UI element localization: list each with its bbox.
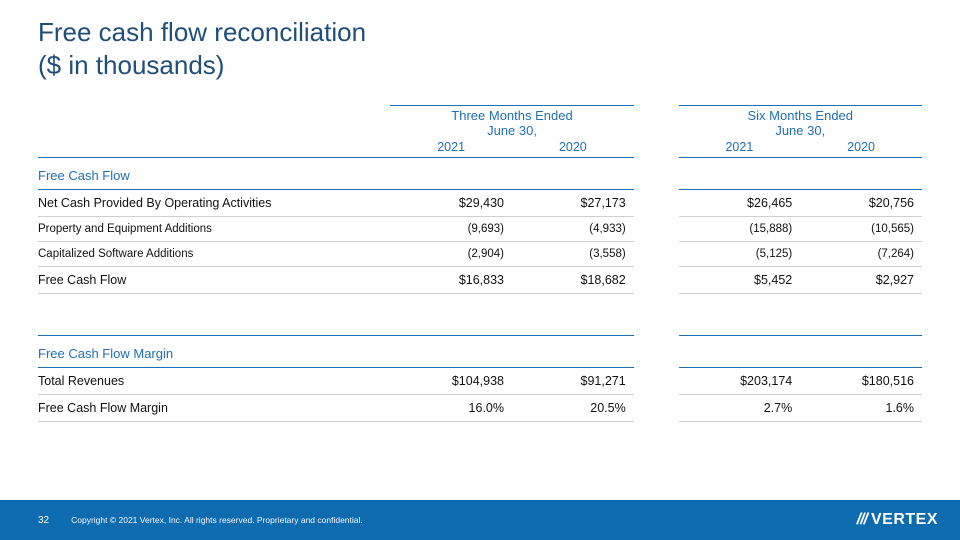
brand-logo: /// VERTEX bbox=[857, 511, 938, 529]
reconciliation-table: Three Months EndedJune 30, Six Months En… bbox=[38, 105, 922, 422]
footer-copyright: Copyright © 2021 Vertex, Inc. All rights… bbox=[71, 515, 363, 525]
year-header-row: 2021 2020 2021 2020 bbox=[38, 138, 922, 158]
brand-name: VERTEX bbox=[871, 511, 938, 529]
year-g2-2020: 2020 bbox=[800, 138, 922, 158]
row-capsoft-additions: Capitalized Software Additions (2,904) (… bbox=[38, 242, 922, 267]
slide-footer: 32 Copyright © 2021 Vertex, Inc. All rig… bbox=[0, 500, 960, 540]
brand-mark-icon: /// bbox=[857, 511, 867, 529]
section-margin-title-row: Free Cash Flow Margin bbox=[38, 336, 922, 368]
row-ppe-additions: Property and Equipment Additions (9,693)… bbox=[38, 217, 922, 242]
slide: Free cash flow reconciliation($ in thous… bbox=[0, 0, 960, 540]
section-margin-title: Free Cash Flow Margin bbox=[38, 336, 390, 368]
section-fcf-title-row: Free Cash Flow bbox=[38, 158, 922, 190]
period-group-2: Six Months EndedJune 30, bbox=[679, 106, 922, 139]
row-total-revenues: Total Revenues $104,938 $91,271 $203,174… bbox=[38, 368, 922, 395]
period-group-1: Three Months EndedJune 30, bbox=[390, 106, 633, 139]
row-fcf-margin: Free Cash Flow Margin 16.0% 20.5% 2.7% 1… bbox=[38, 395, 922, 422]
row-net-cash: Net Cash Provided By Operating Activitie… bbox=[38, 190, 922, 217]
section-fcf-title: Free Cash Flow bbox=[38, 158, 390, 190]
year-g1-2021: 2021 bbox=[390, 138, 512, 158]
table-container: Three Months EndedJune 30, Six Months En… bbox=[38, 105, 922, 422]
slide-title: Free cash flow reconciliation($ in thous… bbox=[38, 16, 366, 81]
year-g2-2021: 2021 bbox=[679, 138, 801, 158]
period-header-row: Three Months EndedJune 30, Six Months En… bbox=[38, 106, 922, 139]
year-g1-2020: 2020 bbox=[512, 138, 634, 158]
row-fcf-total: Free Cash Flow $16,833 $18,682 $5,452 $2… bbox=[38, 267, 922, 294]
page-number: 32 bbox=[38, 515, 49, 526]
